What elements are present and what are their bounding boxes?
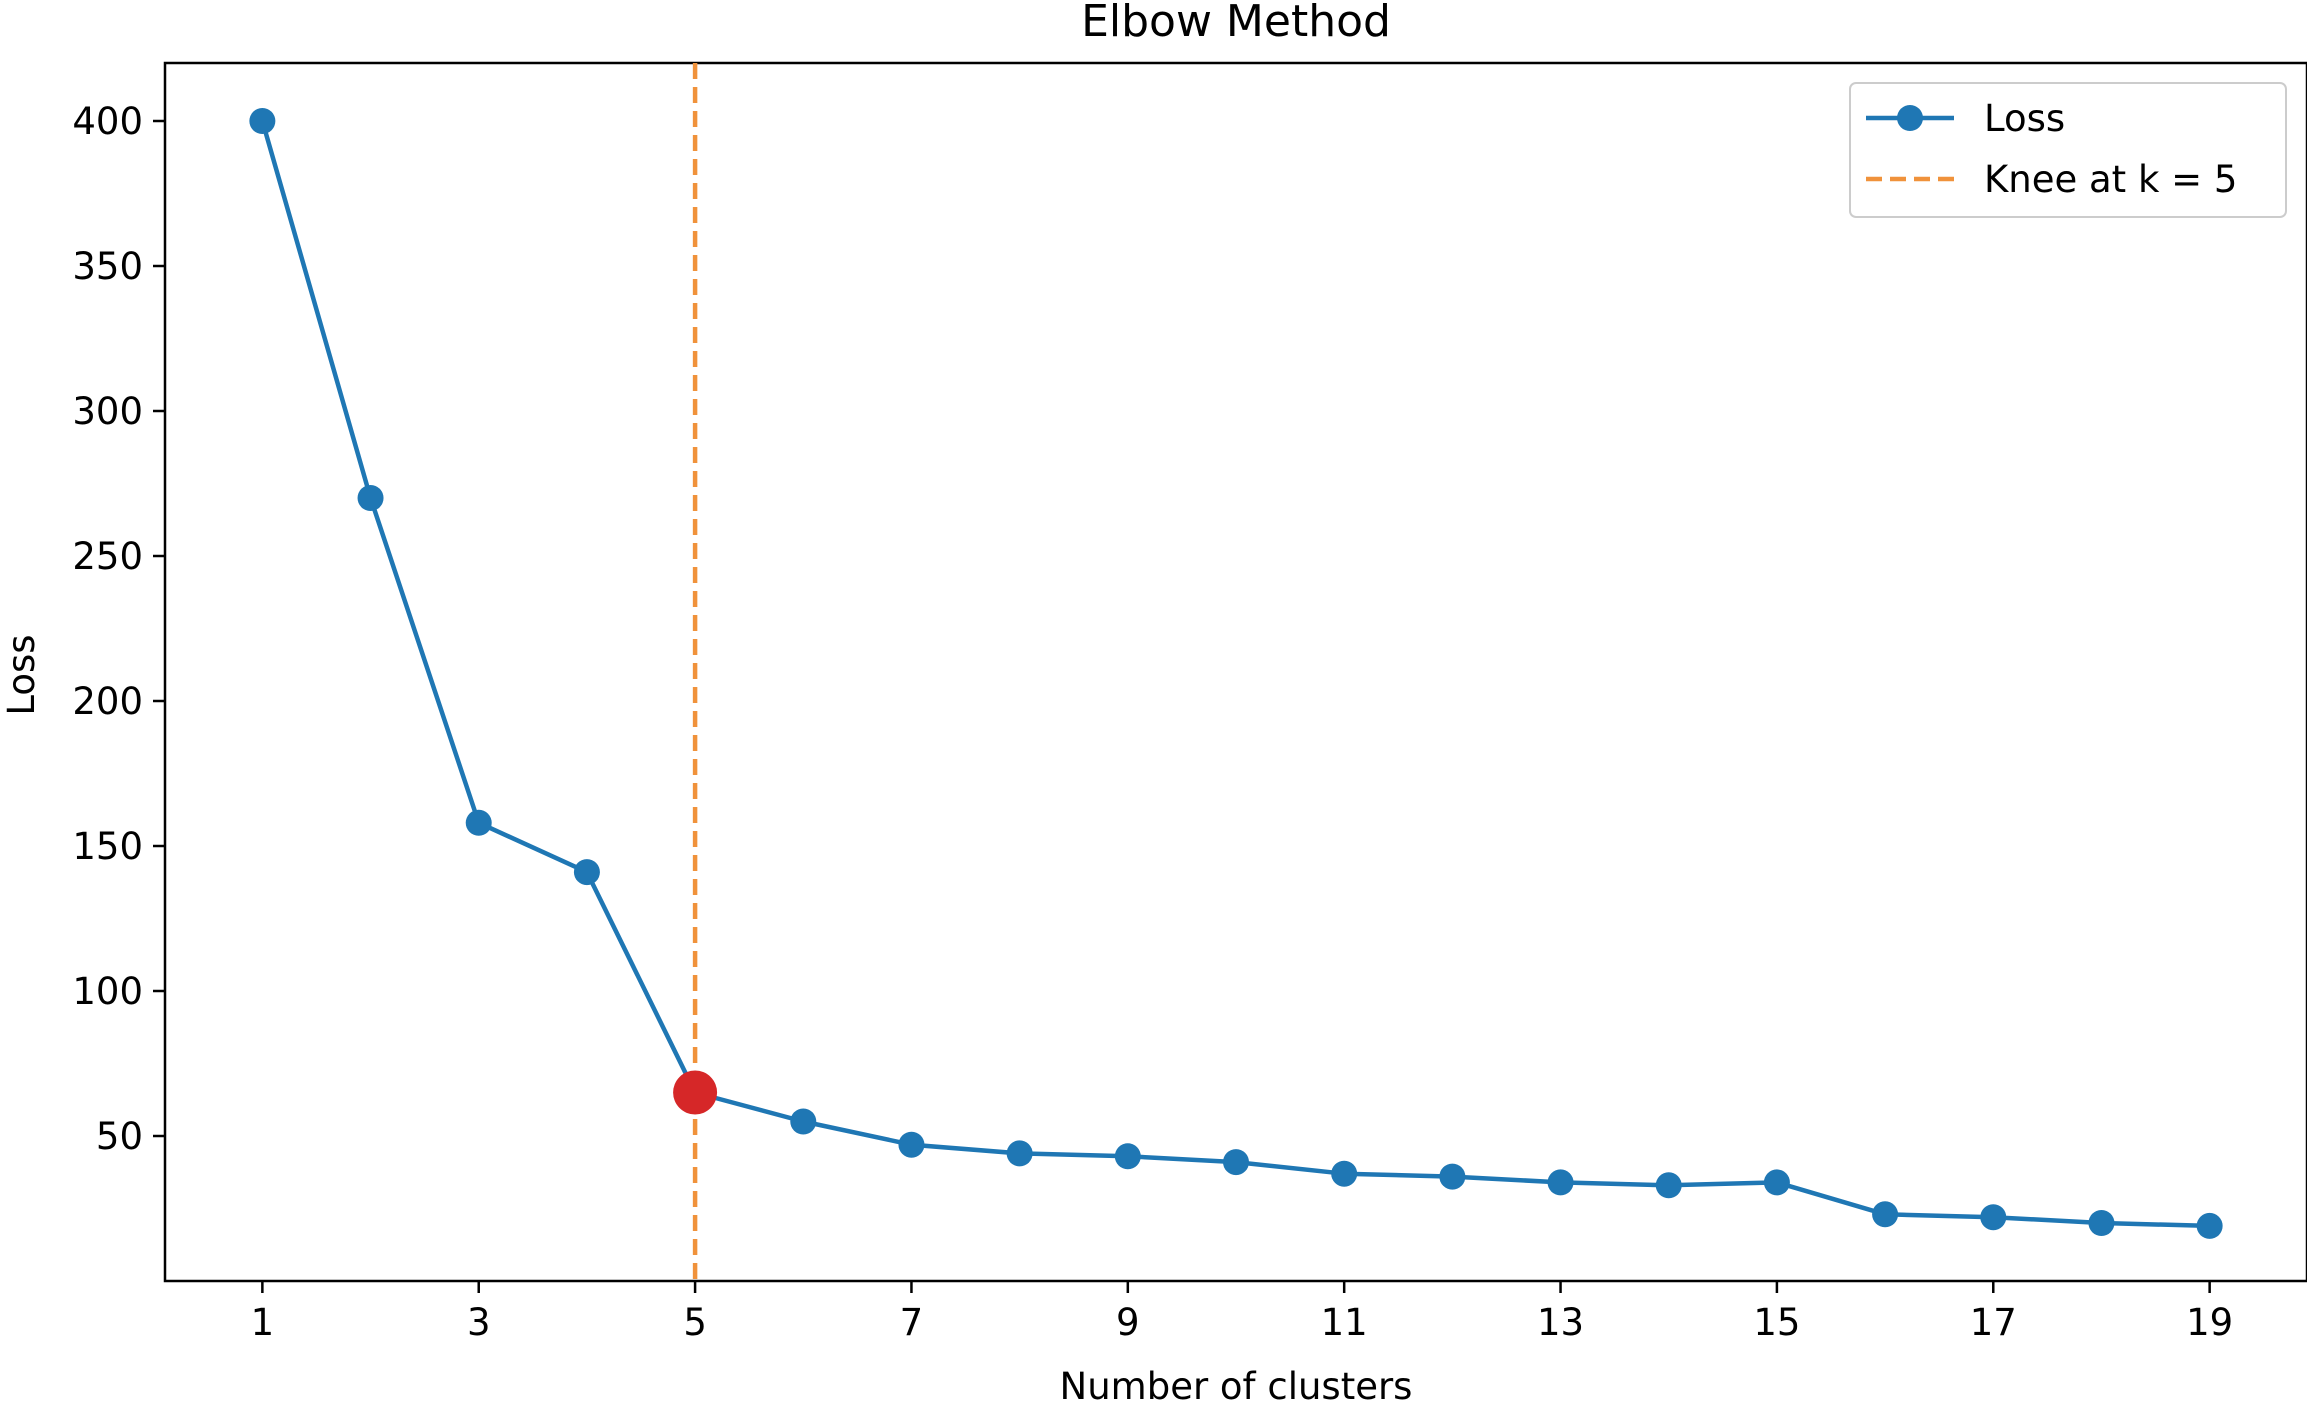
x-tick-label: 17 — [1970, 1301, 2017, 1344]
knee-point — [673, 1070, 718, 1115]
loss-point — [898, 1131, 925, 1158]
loss-line — [260, 120, 2210, 1229]
loss-point — [249, 108, 276, 134]
loss-point — [2196, 1212, 2223, 1239]
loss-point — [790, 1108, 817, 1135]
x-tick-label: 7 — [900, 1301, 924, 1344]
x-tick-label: 5 — [683, 1301, 707, 1344]
y-tick-label: 300 — [72, 390, 143, 433]
x-tick-label: 15 — [1753, 1301, 1800, 1344]
loss-point — [1439, 1163, 1466, 1190]
legend-knee-label: Knee at k = 5 — [1984, 158, 2237, 201]
legend-box — [1849, 82, 2287, 218]
y-tick-label: 350 — [72, 245, 143, 288]
y-axis-label: Loss — [0, 634, 43, 715]
axes-frame — [163, 61, 2307, 1283]
loss-point — [1980, 1204, 2007, 1231]
legend-loss-label: Loss — [1984, 97, 2065, 140]
x-tick-label: 3 — [467, 1301, 491, 1344]
loss-point — [573, 859, 600, 886]
loss-point — [1114, 1143, 1141, 1170]
loss-point — [1331, 1160, 1358, 1187]
loss-point — [1223, 1149, 1249, 1176]
y-tick-label: 250 — [72, 535, 143, 578]
legend: Loss Knee at k = 5 — [1849, 82, 2287, 218]
x-tick-label: 13 — [1537, 1301, 1584, 1344]
y-tick-label: 100 — [72, 970, 143, 1013]
y-tick-label: 50 — [96, 1115, 143, 1158]
loss-point — [465, 809, 492, 836]
x-tick-label: 9 — [1116, 1301, 1140, 1344]
y-tick-label: 400 — [72, 100, 143, 143]
loss-point — [357, 485, 384, 511]
legend-loss-swatch-marker — [1897, 105, 1923, 131]
loss-point — [1655, 1172, 1682, 1199]
x-tick-label: 1 — [251, 1301, 275, 1344]
loss-point — [1872, 1201, 1899, 1228]
loss-point — [2088, 1210, 2115, 1236]
x-tick-label: 11 — [1321, 1301, 1368, 1344]
y-tick-label: 200 — [72, 680, 143, 723]
x-axis-label: Number of clusters — [1060, 1365, 1413, 1408]
loss-point — [1547, 1169, 1574, 1196]
chart-title: Elbow Method — [1081, 0, 1391, 47]
loss-point — [1006, 1140, 1033, 1167]
x-tick-label: 19 — [2186, 1301, 2233, 1344]
y-tick-label: 150 — [72, 825, 143, 868]
loss-point — [1763, 1169, 1790, 1196]
